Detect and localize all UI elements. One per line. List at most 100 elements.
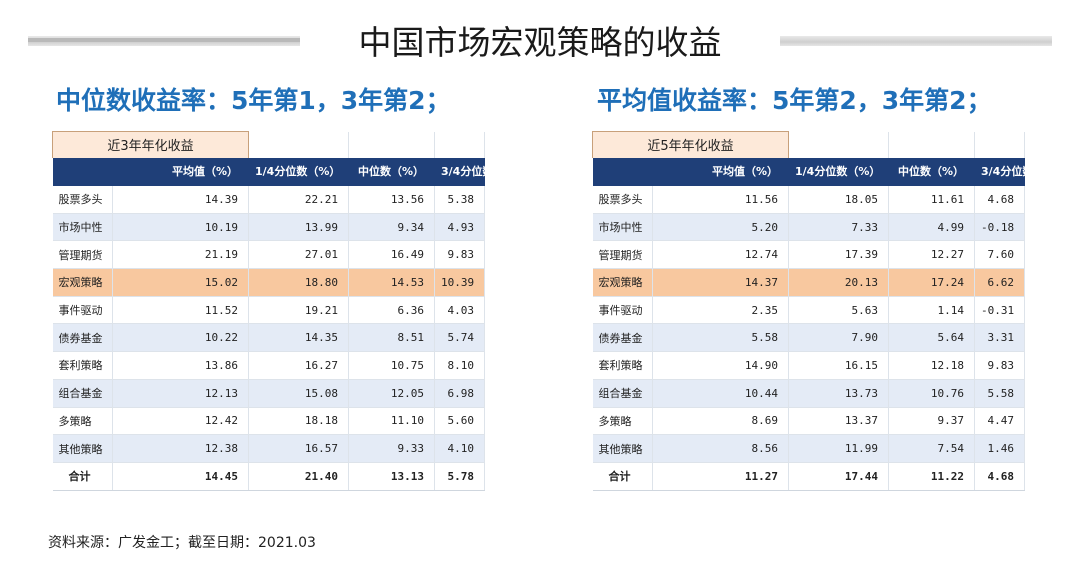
table-header-row: 平均值（%） 1/4分位数（%） 中位数（%） 3/4分位数（%） [52, 157, 526, 186]
total-value: 4.68 [974, 462, 1025, 491]
total-value: 13.13 [348, 462, 435, 491]
return-value: 16.27 [248, 351, 349, 380]
return-value: -0.31 [974, 296, 1025, 325]
return-value: 7.54 [888, 434, 975, 463]
return-value: 20.13 [788, 268, 889, 297]
return-value: 11.99 [788, 434, 889, 463]
return-value: 5.60 [434, 407, 485, 436]
strategy-name: 套利策略 [592, 351, 653, 380]
return-value: 11.52 [112, 296, 249, 325]
return-value: 13.86 [112, 351, 249, 380]
return-value: 7.90 [788, 323, 889, 353]
return-value: 17.24 [888, 268, 975, 297]
total-value: 5.78 [434, 462, 485, 491]
total-value: 21.40 [248, 462, 349, 491]
return-value: 10.19 [112, 213, 249, 242]
table-row: 其他策略 12.38 16.57 9.33 4.10 [52, 434, 485, 463]
table-row: 债券基金 10.22 14.35 8.51 5.74 [52, 323, 485, 353]
table-row: 管理期货 12.74 17.39 12.27 7.60 [592, 240, 1025, 270]
subtitle-median-ranking: 中位数收益率：5年第1，3年第2； [56, 86, 451, 115]
strategy-name: 宏观策略 [52, 268, 113, 297]
table-row: 债券基金 5.58 7.90 5.64 3.31 [592, 323, 1025, 353]
blank-cell [348, 131, 435, 158]
strategy-name: 组合基金 [52, 379, 113, 408]
column-header: 平均值（%） [112, 157, 249, 186]
return-value: 10.39 [434, 268, 485, 297]
returns-table-5y: 近5年年化收益 平均值（%） 1/4分位数（%） 中位数（%） 3/4分位数（%） 股票多… [592, 131, 1066, 491]
strategy-name: 管理期货 [592, 240, 653, 270]
table-caption-row: 近5年年化收益 [592, 131, 1025, 158]
return-value: 5.20 [652, 213, 789, 242]
strategy-name: 市场中性 [592, 213, 653, 242]
return-value: 13.99 [248, 213, 349, 242]
return-value: 22.21 [248, 185, 349, 214]
return-value: 10.75 [348, 351, 435, 380]
strategy-name: 股票多头 [592, 185, 653, 214]
return-value: 13.56 [348, 185, 435, 214]
return-value: 8.56 [652, 434, 789, 463]
strategy-name: 事件驱动 [52, 296, 113, 325]
return-value: 5.64 [888, 323, 975, 353]
return-value: 9.83 [434, 240, 485, 270]
column-header [52, 157, 113, 186]
total-value: 14.45 [112, 462, 249, 491]
returns-table-3y: 近3年年化收益 平均值（%） 1/4分位数（%） 中位数（%） 3/4分位数（%） 股票多… [52, 131, 526, 491]
return-value: 21.19 [112, 240, 249, 270]
return-value: 16.57 [248, 434, 349, 463]
return-value: 16.15 [788, 351, 889, 380]
total-label: 合计 [52, 462, 113, 491]
return-value: 15.08 [248, 379, 349, 408]
column-header: 平均值（%） [652, 157, 789, 186]
strategy-name: 其他策略 [592, 434, 653, 463]
return-value: 12.38 [112, 434, 249, 463]
strategy-name: 股票多头 [52, 185, 113, 214]
return-value: 4.93 [434, 213, 485, 242]
return-value: 12.05 [348, 379, 435, 408]
column-header: 3/4分位数（%） [434, 157, 526, 186]
table-row: 套利策略 14.90 16.15 12.18 9.83 [592, 351, 1025, 380]
table-total-row: 合计 14.45 21.40 13.13 5.78 [52, 462, 485, 491]
strategy-name: 市场中性 [52, 213, 113, 242]
return-value: 8.10 [434, 351, 485, 380]
strategy-name: 债券基金 [52, 323, 113, 353]
return-value: 9.83 [974, 351, 1025, 380]
table-row-highlighted: 宏观策略 15.02 18.80 14.53 10.39 [52, 268, 485, 297]
column-header: 1/4分位数（%） [788, 157, 889, 186]
return-value: 18.18 [248, 407, 349, 436]
return-value: 14.39 [112, 185, 249, 214]
return-value: 4.10 [434, 434, 485, 463]
return-value: 8.51 [348, 323, 435, 353]
return-value: 5.58 [652, 323, 789, 353]
blank-cell [788, 131, 889, 158]
return-value: 6.36 [348, 296, 435, 325]
return-value: 6.62 [974, 268, 1025, 297]
table-header-row: 平均值（%） 1/4分位数（%） 中位数（%） 3/4分位数（%） [592, 157, 1066, 186]
strategy-name: 事件驱动 [592, 296, 653, 325]
strategy-name: 宏观策略 [592, 268, 653, 297]
return-value: 12.18 [888, 351, 975, 380]
table-row: 市场中性 5.20 7.33 4.99 -0.18 [592, 213, 1025, 242]
return-value: 10.76 [888, 379, 975, 408]
return-value: 14.37 [652, 268, 789, 297]
column-header: 中位数（%） [888, 157, 975, 186]
strategy-name: 套利策略 [52, 351, 113, 380]
total-value: 11.27 [652, 462, 789, 491]
table-row: 管理期货 21.19 27.01 16.49 9.83 [52, 240, 485, 270]
return-value: 10.44 [652, 379, 789, 408]
return-value: 15.02 [112, 268, 249, 297]
subtitle-mean-ranking: 平均值收益率：5年第2，3年第2； [597, 86, 992, 115]
return-value: 4.03 [434, 296, 485, 325]
return-value: 19.21 [248, 296, 349, 325]
return-value: 10.22 [112, 323, 249, 353]
return-value: 14.90 [652, 351, 789, 380]
return-value: 5.74 [434, 323, 485, 353]
table-row: 组合基金 10.44 13.73 10.76 5.58 [592, 379, 1025, 408]
column-header [592, 157, 653, 186]
table-row: 股票多头 14.39 22.21 13.56 5.38 [52, 185, 485, 214]
table-caption-row: 近3年年化收益 [52, 131, 485, 158]
return-value: 1.46 [974, 434, 1025, 463]
return-value: 9.33 [348, 434, 435, 463]
strategy-name: 组合基金 [592, 379, 653, 408]
blank-cell [974, 131, 1025, 158]
return-value: 1.14 [888, 296, 975, 325]
